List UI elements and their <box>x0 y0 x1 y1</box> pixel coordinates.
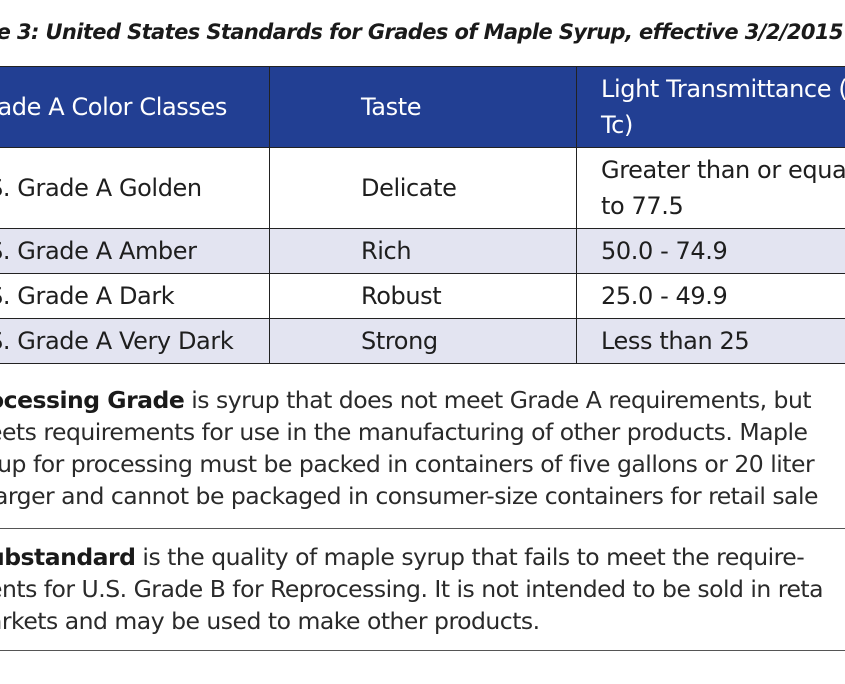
table-row: S. Grade A Golden Delicate Greater than … <box>0 147 845 229</box>
table-row: S. Grade A Very Dark Strong Less than 25 <box>0 318 845 364</box>
grade-cell: S. Grade A Dark <box>0 273 270 319</box>
header-color-classes: rade A Color Classes <box>0 66 270 148</box>
grade-cell: S. Grade A Amber <box>0 228 270 274</box>
grades-table: rade A Color Classes Taste Light Transmi… <box>0 66 845 364</box>
taste-cell: Robust <box>269 273 577 319</box>
transmittance-cell: 25.0 - 49.9 <box>576 273 845 319</box>
transmittance-cell: Greater than or equal to 77.5 <box>576 147 845 229</box>
table-row: S. Grade A Amber Rich 50.0 - 74.9 <box>0 228 845 274</box>
paragraph-line: ocessing Grade is syrup that does not me… <box>0 384 845 416</box>
paragraph-line: ents for U.S. Grade B for Reprocessing. … <box>0 575 824 603</box>
taste-cell: Delicate <box>269 147 577 229</box>
taste-cell: Rich <box>269 228 577 274</box>
table-caption: le 3: United States Standards for Grades… <box>0 20 844 44</box>
processing-grade-term: ocessing Grade <box>0 386 185 414</box>
paragraph-line: larger and cannot be packaged in consume… <box>0 482 818 510</box>
processing-grade-paragraph: ocessing Grade is syrup that does not me… <box>0 384 845 512</box>
paragraph-line: eets requirements for use in the manufac… <box>0 418 808 446</box>
grade-cell: S. Grade A Very Dark <box>0 318 270 364</box>
paragraph-text: is syrup that does not meet Grade A requ… <box>184 386 812 414</box>
divider <box>0 528 845 529</box>
substandard-paragraph: ubstandard is the quality of maple syrup… <box>0 541 845 637</box>
table-header-row: rade A Color Classes Taste Light Transmi… <box>0 66 845 148</box>
substandard-term: ubstandard <box>0 543 136 571</box>
paragraph-line: ubstandard is the quality of maple syrup… <box>0 541 845 573</box>
header-taste: Taste <box>269 66 577 148</box>
paragraph-line: arkets and may be used to make other pro… <box>0 607 540 635</box>
header-light-transmittance: Light Transmittance (% Tc) <box>576 66 845 148</box>
paragraph-text: is the quality of maple syrup that fails… <box>135 543 805 571</box>
grade-cell: S. Grade A Golden <box>0 147 270 229</box>
transmittance-cell: Less than 25 <box>576 318 845 364</box>
table-row: S. Grade A Dark Robust 25.0 - 49.9 <box>0 273 845 319</box>
transmittance-cell: 50.0 - 74.9 <box>576 228 845 274</box>
divider <box>0 650 845 651</box>
taste-cell: Strong <box>269 318 577 364</box>
paragraph-line: rup for processing must be packed in con… <box>0 450 815 478</box>
